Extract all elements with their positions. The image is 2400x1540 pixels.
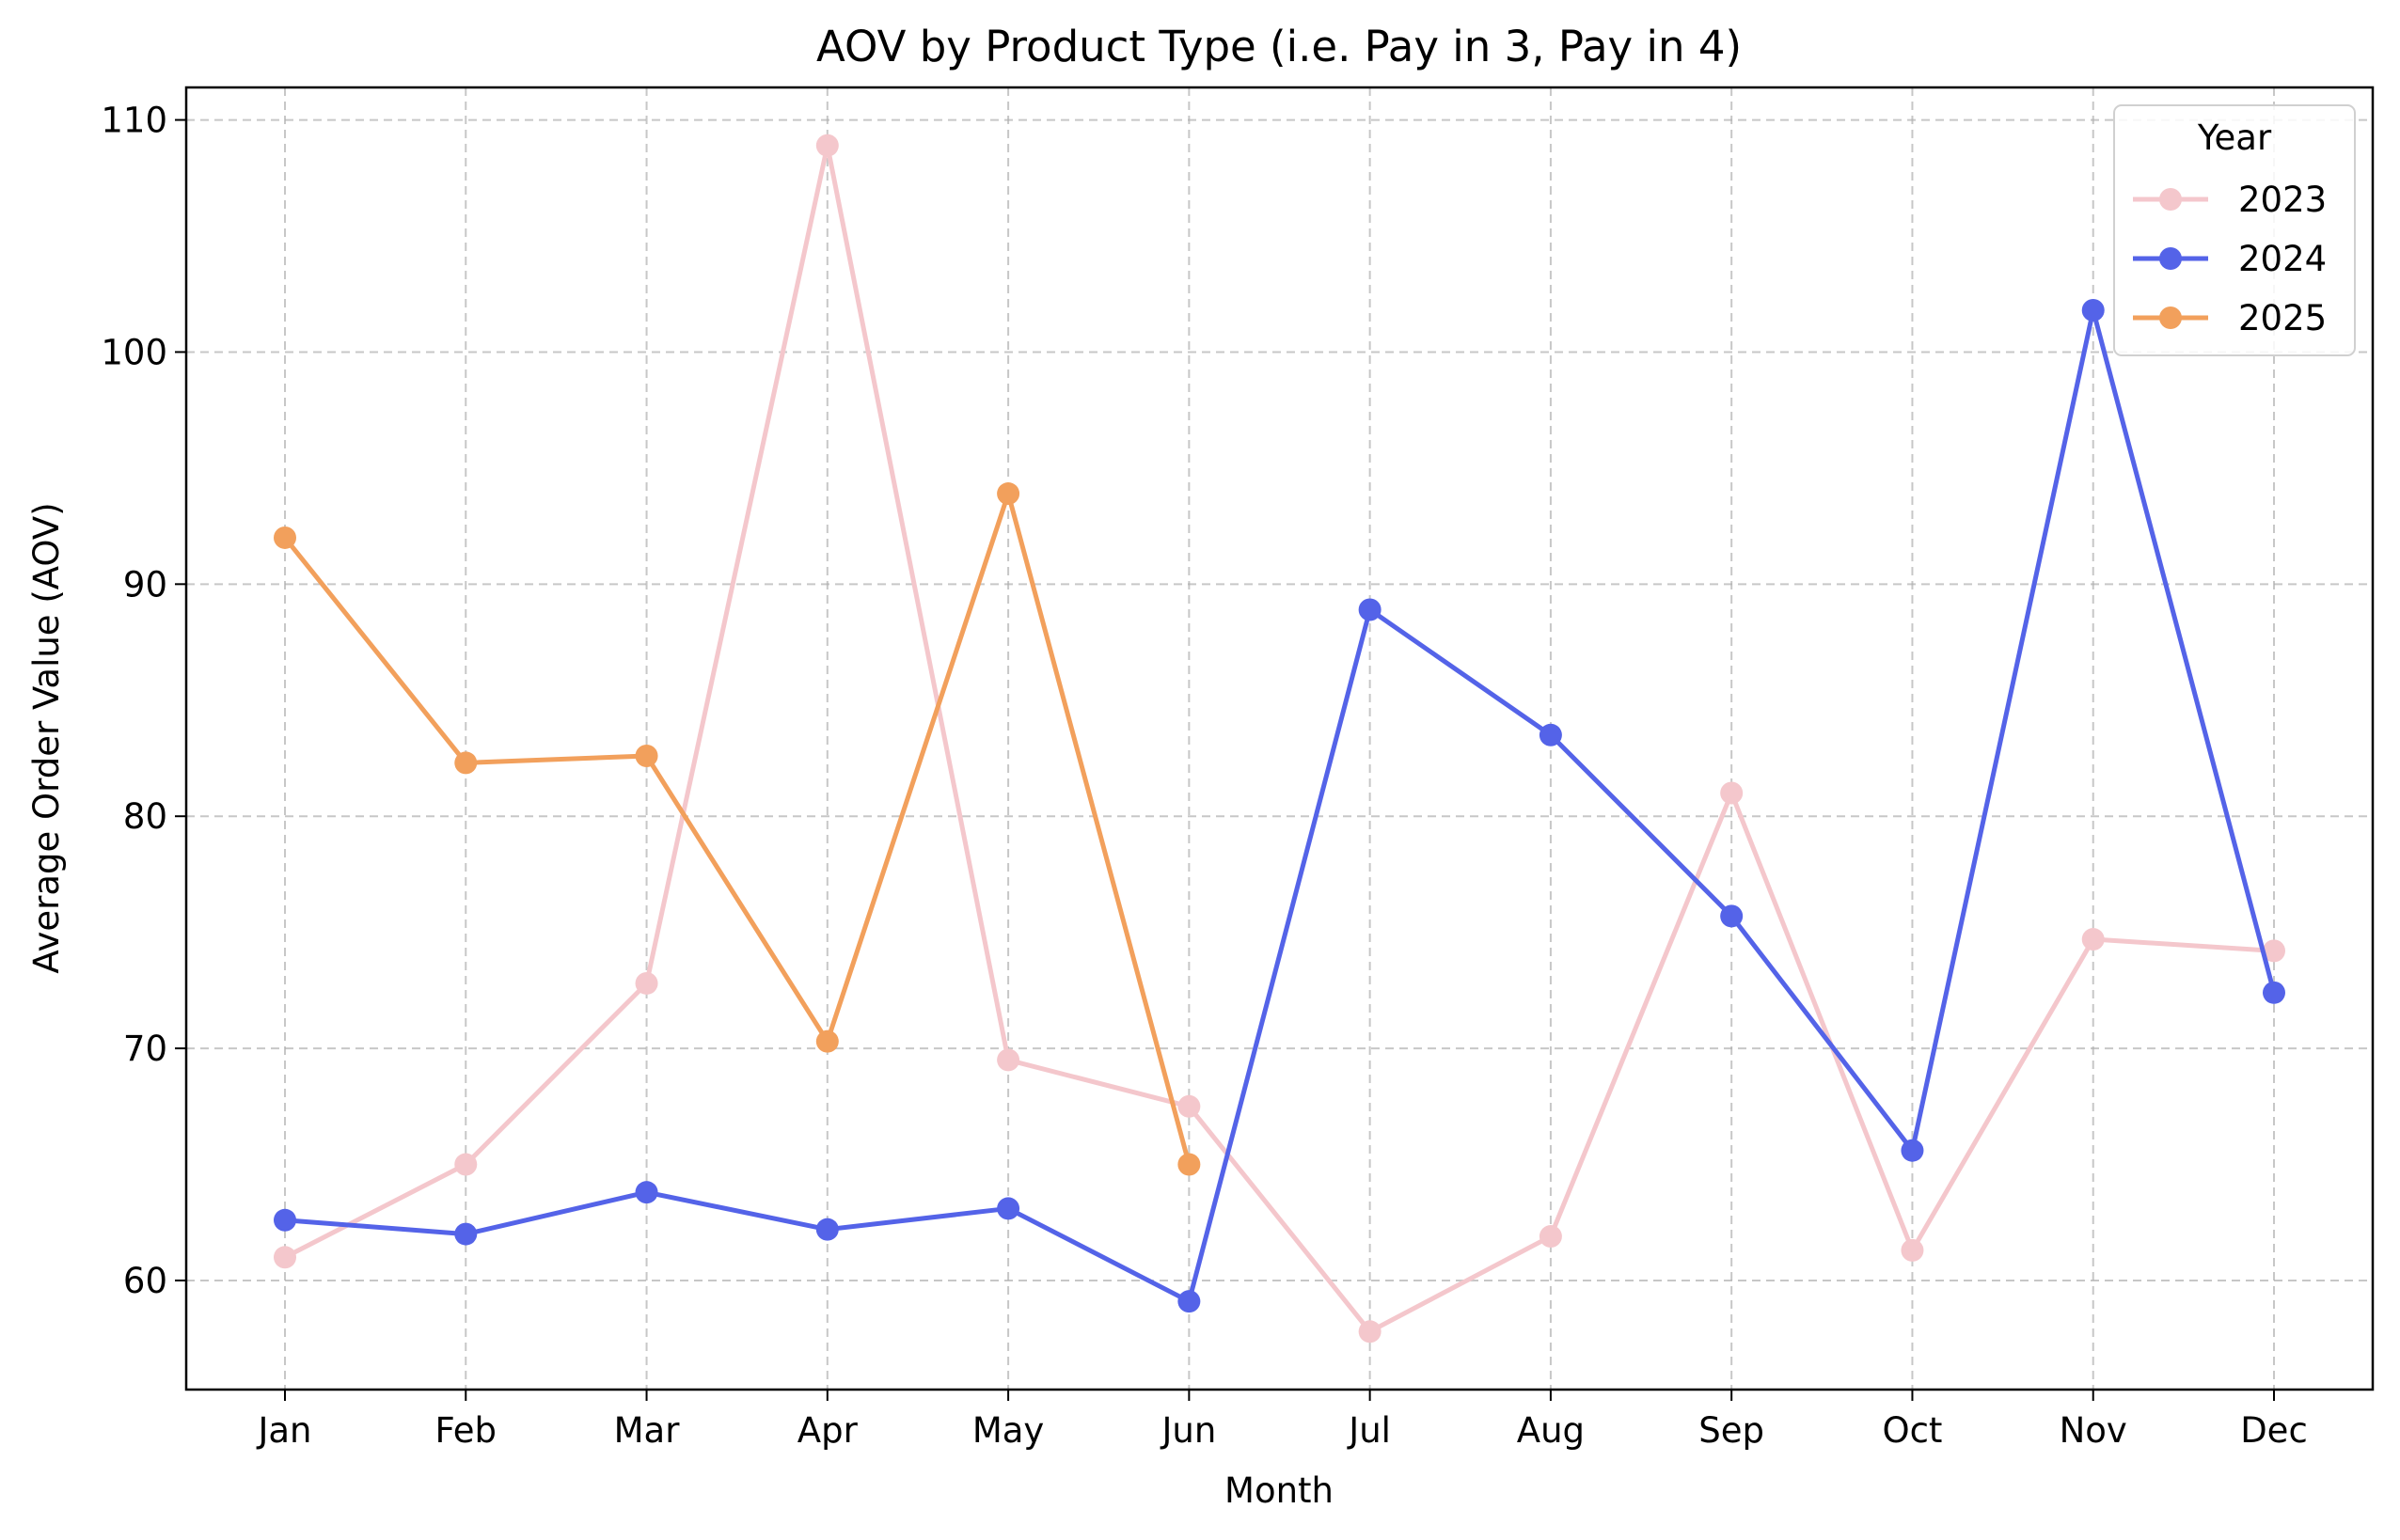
x-tick-label: Aug: [1517, 1410, 1585, 1451]
data-point: [1177, 1290, 1201, 1313]
legend-item-2025: 2025: [2133, 298, 2327, 338]
data-point: [815, 1029, 839, 1053]
x-tick-label: Jan: [256, 1410, 311, 1451]
x-tick-label: Feb: [435, 1410, 497, 1451]
y-tick-label: 90: [123, 564, 167, 605]
legend-swatch-marker: [2159, 306, 2182, 329]
data-point: [274, 1208, 296, 1232]
legend-box: [2113, 104, 2356, 356]
grid: [186, 87, 2373, 1390]
data-point: [635, 745, 658, 768]
legend-item-2024: 2024: [2133, 239, 2327, 279]
series-2024: [274, 299, 2285, 1313]
y-tick-label: 110: [101, 101, 167, 141]
data-point: [997, 482, 1020, 506]
data-point: [1177, 1094, 1201, 1118]
series-layer: [274, 134, 2285, 1344]
data-point: [2081, 928, 2105, 951]
x-tick-label: Sep: [1698, 1410, 1764, 1451]
y-tick-label: 60: [123, 1261, 167, 1301]
legend-label: 2025: [2238, 298, 2327, 338]
x-axis-label: Month: [1224, 1470, 1334, 1511]
data-point: [274, 526, 296, 549]
data-point: [1720, 904, 1744, 928]
y-tick-label: 100: [101, 332, 167, 372]
data-point: [1539, 723, 1562, 746]
legend-swatch-marker: [2159, 247, 2182, 270]
data-point: [454, 1153, 478, 1176]
legend-label: 2024: [2238, 239, 2327, 279]
y-axis-label: Average Order Value (AOV): [26, 502, 67, 973]
x-tick-label: Jun: [1160, 1410, 1216, 1451]
data-point: [815, 1218, 839, 1241]
legend-label: 2023: [2238, 180, 2327, 220]
data-point: [815, 134, 839, 157]
data-point: [1720, 781, 1744, 805]
axis-ticks: Jan Feb Mar Apr May Jun Jul Aug Sep Oct Nov Dec 60 70…: [101, 101, 2307, 1451]
data-point: [997, 1197, 1020, 1220]
series-line-2025: [282, 491, 1192, 1168]
legend-swatch-marker: [2159, 188, 2182, 211]
data-point: [1901, 1238, 1924, 1262]
x-tick-label: Apr: [797, 1410, 859, 1451]
data-point: [1358, 1320, 1382, 1344]
data-point: [2081, 299, 2105, 322]
data-point: [454, 751, 478, 775]
data-point: [1901, 1139, 1924, 1162]
chart-title: AOV by Product Type (i.e. Pay in 3, Pay …: [816, 22, 1742, 71]
y-tick-label: 70: [123, 1029, 167, 1069]
series-2025: [274, 482, 1201, 1176]
data-point: [1539, 1225, 1562, 1249]
series-line-2024: [282, 307, 2277, 1304]
data-point: [2263, 981, 2285, 1004]
data-point: [2263, 939, 2285, 963]
data-point: [997, 1048, 1020, 1072]
x-tick-label: Jul: [1347, 1410, 1391, 1451]
data-point: [1177, 1153, 1201, 1176]
legend: Year 2023 2024 2025: [2113, 104, 2356, 356]
data-point: [635, 1181, 658, 1204]
y-tick-label: 80: [123, 796, 167, 837]
x-tick-label: May: [972, 1410, 1045, 1451]
x-tick-label: Nov: [2060, 1410, 2127, 1451]
data-point: [1358, 598, 1382, 621]
legend-title: Year: [2197, 118, 2272, 158]
x-tick-label: Mar: [614, 1410, 681, 1451]
data-point: [274, 1246, 296, 1269]
data-point: [635, 971, 658, 995]
x-tick-label: Dec: [2240, 1410, 2308, 1451]
legend-item-2023: 2023: [2133, 180, 2327, 220]
series-2023: [274, 134, 2285, 1344]
series-line-2023: [282, 143, 2277, 1334]
x-tick-label: Oct: [1882, 1410, 1942, 1451]
plot-frame: [184, 86, 2375, 1391]
data-point: [454, 1222, 478, 1246]
